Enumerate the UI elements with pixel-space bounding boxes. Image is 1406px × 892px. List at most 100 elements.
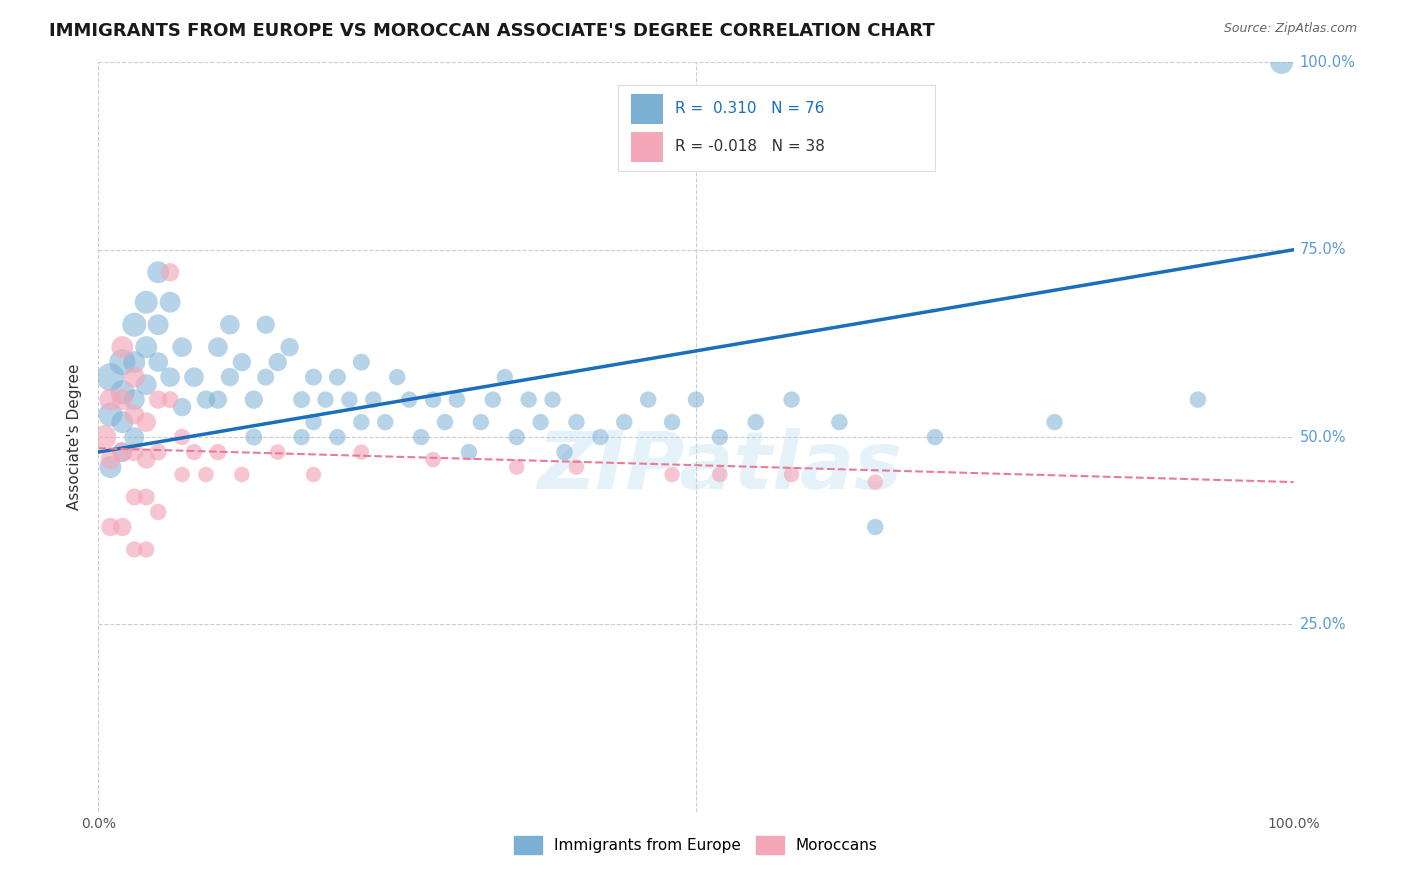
Point	[1271, 55, 1294, 70]
Point	[98, 460, 122, 475]
Text: 100.0%: 100.0%	[1299, 55, 1355, 70]
Point	[195, 467, 218, 482]
Point	[709, 467, 731, 482]
Point	[291, 430, 314, 444]
Point	[111, 445, 134, 459]
Point	[326, 430, 349, 444]
Point	[422, 392, 444, 407]
Point	[159, 265, 181, 279]
Point	[159, 370, 181, 384]
Point	[135, 415, 157, 429]
Point	[111, 385, 134, 400]
Point	[207, 392, 229, 407]
Point	[207, 340, 229, 354]
Point	[98, 452, 122, 467]
Point	[302, 370, 325, 384]
Point	[267, 445, 290, 459]
Point	[172, 467, 194, 482]
Point	[350, 445, 373, 459]
Point	[148, 355, 170, 369]
Point	[195, 392, 218, 407]
Point	[398, 392, 420, 407]
Point	[124, 542, 146, 557]
Text: 25.0%: 25.0%	[1299, 617, 1346, 632]
Point	[506, 430, 529, 444]
Point	[93, 430, 115, 444]
Point	[231, 355, 253, 369]
Point	[924, 430, 946, 444]
Point	[302, 415, 325, 429]
Point	[506, 460, 529, 475]
Point	[315, 392, 337, 407]
Point	[135, 452, 157, 467]
Point	[458, 445, 481, 459]
Point	[481, 392, 505, 407]
Point	[243, 392, 266, 407]
Point	[541, 392, 564, 407]
Point	[422, 452, 444, 467]
Point	[135, 490, 157, 504]
Point	[172, 400, 194, 414]
Text: 50.0%: 50.0%	[1299, 430, 1346, 444]
Point	[254, 370, 277, 384]
Point	[111, 415, 134, 429]
Point	[135, 295, 157, 310]
Point	[254, 318, 277, 332]
Point	[661, 467, 683, 482]
Point	[350, 355, 373, 369]
Point	[124, 355, 146, 369]
Point	[780, 392, 803, 407]
Point	[135, 377, 157, 392]
Point	[363, 392, 385, 407]
Point	[780, 467, 803, 482]
Point	[124, 490, 146, 504]
Point	[183, 445, 205, 459]
Point	[111, 340, 134, 354]
Point	[111, 445, 134, 459]
Point	[494, 370, 516, 384]
Text: Source: ZipAtlas.com: Source: ZipAtlas.com	[1223, 22, 1357, 36]
Point	[291, 392, 314, 407]
Point	[565, 415, 588, 429]
Point	[159, 295, 181, 310]
Point	[148, 318, 170, 332]
Point	[98, 392, 122, 407]
Point	[446, 392, 468, 407]
Point	[148, 265, 170, 279]
Point	[554, 445, 576, 459]
Point	[411, 430, 433, 444]
Point	[339, 392, 361, 407]
Text: IMMIGRANTS FROM EUROPE VS MOROCCAN ASSOCIATE'S DEGREE CORRELATION CHART: IMMIGRANTS FROM EUROPE VS MOROCCAN ASSOC…	[49, 22, 935, 40]
Point	[374, 415, 396, 429]
Point	[637, 392, 659, 407]
Point	[183, 370, 205, 384]
Point	[243, 430, 266, 444]
Point	[685, 392, 707, 407]
Legend: Immigrants from Europe, Moroccans: Immigrants from Europe, Moroccans	[508, 830, 884, 860]
Point	[589, 430, 612, 444]
Point	[148, 392, 170, 407]
Point	[565, 460, 588, 475]
Point	[111, 520, 134, 534]
Point	[124, 318, 146, 332]
Point	[1043, 415, 1066, 429]
Point	[517, 392, 540, 407]
Point	[278, 340, 301, 354]
Point	[148, 445, 170, 459]
Point	[124, 445, 146, 459]
Point	[434, 415, 457, 429]
Point	[267, 355, 290, 369]
Point	[302, 467, 325, 482]
Point	[135, 542, 157, 557]
Point	[326, 370, 349, 384]
Point	[207, 445, 229, 459]
Point	[1187, 392, 1209, 407]
Point	[470, 415, 492, 429]
Point	[219, 318, 242, 332]
Point	[148, 505, 170, 519]
Point	[124, 392, 146, 407]
Point	[111, 392, 134, 407]
Point	[219, 370, 242, 384]
Point	[865, 520, 887, 534]
Point	[865, 475, 887, 489]
